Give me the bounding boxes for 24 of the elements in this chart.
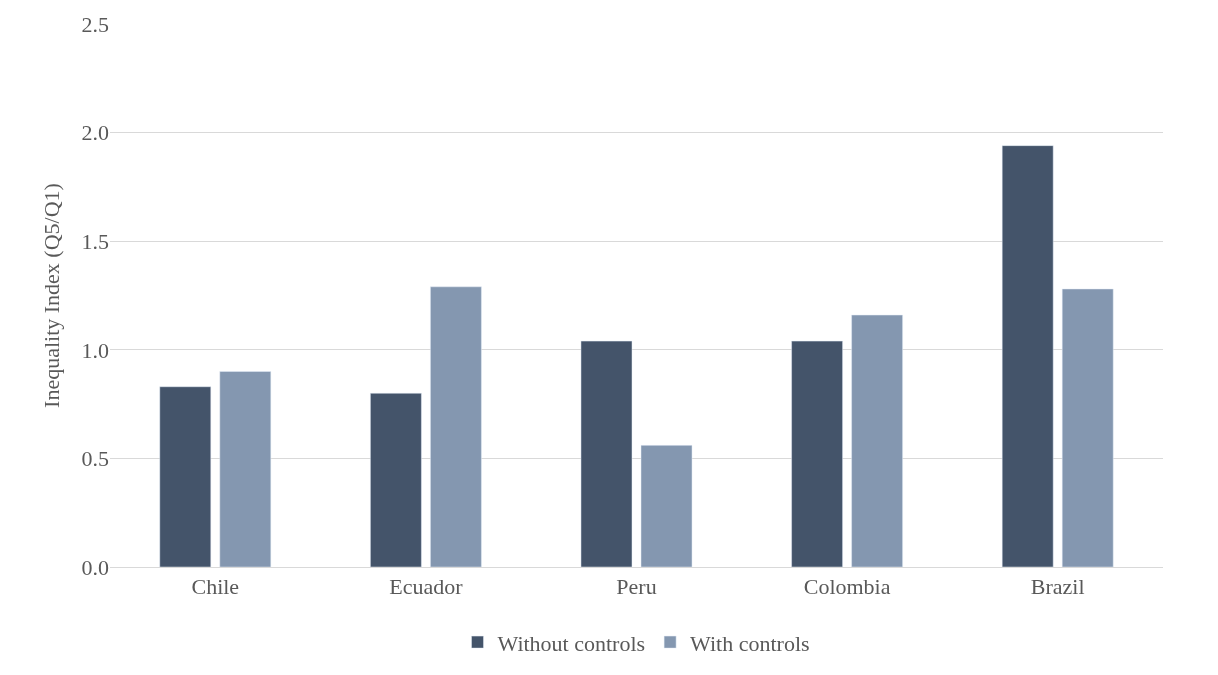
x-tick-label: Ecuador — [389, 574, 464, 600]
bar — [851, 314, 903, 567]
bar — [1001, 145, 1054, 567]
x-tick-label: Chile — [191, 574, 240, 600]
bar — [640, 445, 693, 567]
x-tick-label: Colombia — [803, 574, 891, 600]
bar — [219, 371, 272, 567]
legend-label: Without controls — [497, 630, 646, 656]
y-tick-label: 2.5 — [81, 11, 109, 37]
x-tick-label: Brazil — [1030, 574, 1085, 600]
y-tick-label: 2.0 — [81, 120, 109, 146]
legend-label: With controls — [690, 630, 810, 656]
bar — [791, 340, 843, 567]
bar — [159, 386, 212, 567]
y-tick-label: 0.0 — [81, 554, 109, 580]
y-axis-title: Inequality Index (Q5/Q1) — [39, 183, 65, 408]
y-tick-label: 1.5 — [81, 228, 109, 254]
x-tick-label: Peru — [616, 574, 657, 600]
bar — [1061, 288, 1114, 567]
y-tick-label: 0.5 — [81, 446, 109, 472]
bar — [370, 392, 422, 567]
bar — [580, 340, 633, 567]
y-tick-label: 1.0 — [81, 337, 109, 363]
bar — [430, 286, 482, 567]
